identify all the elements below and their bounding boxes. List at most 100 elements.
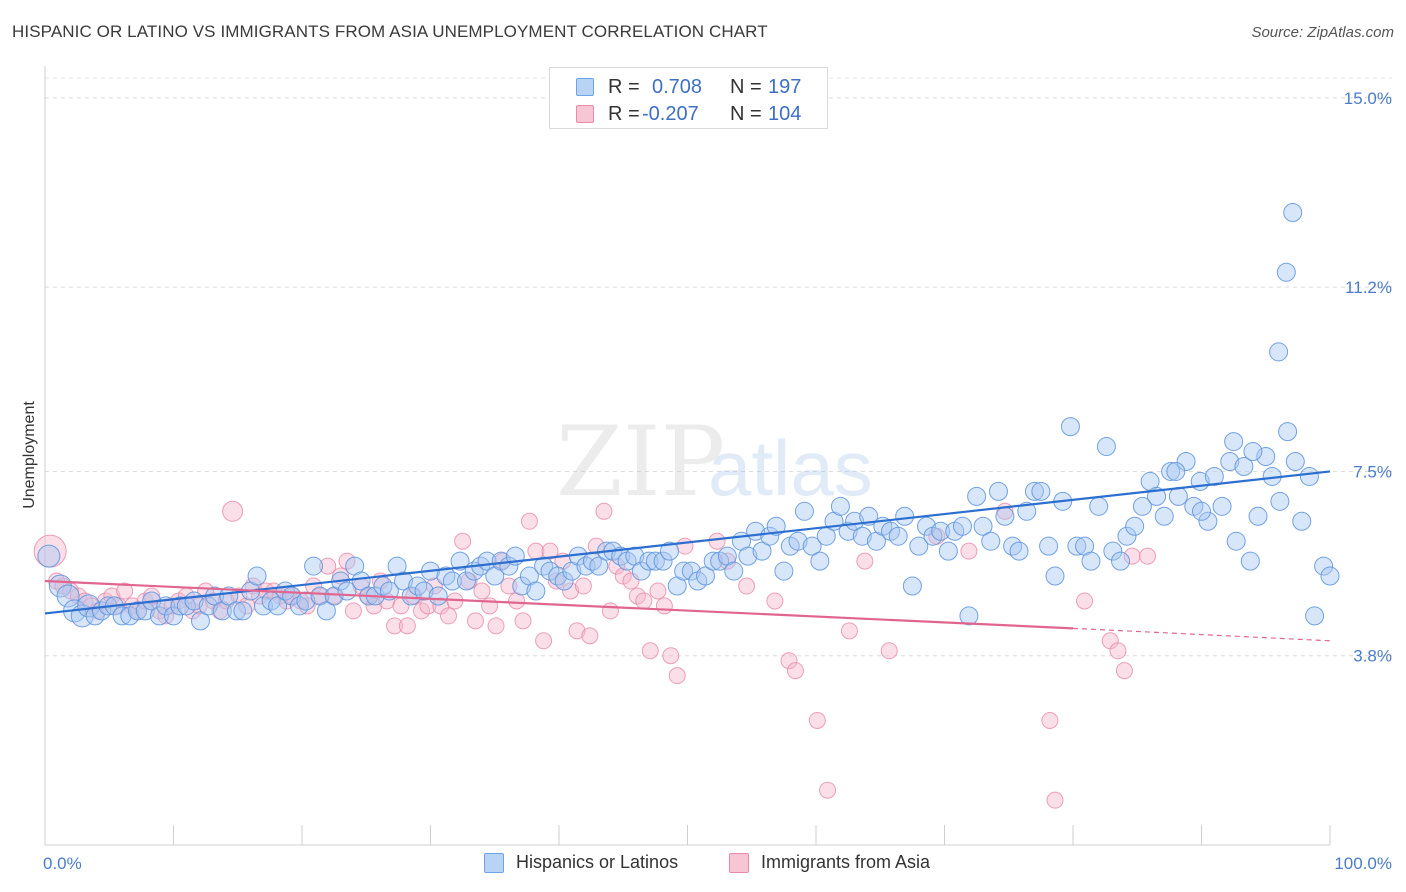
data-point-hispanics (428, 586, 448, 606)
data-point-hispanics (981, 531, 1001, 551)
data-point-hispanics (1039, 536, 1059, 556)
data-point-immigrants (527, 542, 545, 560)
data-point-hispanics (909, 536, 929, 556)
data-point-hispanics (1017, 501, 1037, 521)
data-point-immigrants (581, 627, 599, 645)
data-point-hispanics (589, 556, 609, 576)
data-point-hispanics (895, 506, 915, 526)
bottom-legend-swatch-hispanics (484, 853, 504, 873)
data-point-hispanics (695, 566, 715, 586)
data-point-hispanics (1269, 342, 1289, 362)
data-point-immigrants (405, 587, 423, 605)
data-point-hispanics (703, 551, 723, 571)
y-tick-label: 7.5% (1353, 462, 1392, 481)
data-point-immigrants (344, 602, 362, 620)
data-point-immigrants (398, 617, 416, 635)
legend-swatch-immigrants (576, 105, 594, 123)
data-point-hispanics (401, 586, 421, 606)
data-point-hispanics (1240, 551, 1260, 571)
data-point-hispanics (1125, 516, 1145, 536)
data-point-hispanics (859, 506, 879, 526)
data-point-immigrants (439, 607, 457, 625)
data-point-hispanics (766, 516, 786, 536)
data-point-hispanics (959, 606, 979, 626)
data-point-immigrants (662, 647, 680, 665)
trend-line-hispanics (44, 470, 1331, 615)
legend-r-value: 0.708 (652, 76, 703, 98)
data-point-hispanics (1278, 422, 1298, 442)
data-point-immigrants (655, 597, 673, 615)
data-point-hispanics (1212, 496, 1232, 516)
data-point-hispanics (774, 561, 794, 581)
data-point-hispanics (1270, 491, 1290, 511)
watermark: ZIP atlas (556, 406, 873, 518)
data-point-hispanics (631, 561, 651, 581)
legend-swatch-hispanics (576, 78, 594, 96)
data-point-immigrants (641, 642, 659, 660)
data-point-hispanics (660, 541, 680, 561)
data-point-immigrants (780, 652, 798, 670)
data-point-immigrants (319, 557, 337, 575)
data-point-immigrants (1046, 791, 1064, 809)
y-tick-label: 11.2% (1345, 278, 1392, 297)
data-point-hispanics (1009, 541, 1029, 561)
data-point-hispanics (1224, 432, 1244, 452)
data-point-hispanics (973, 516, 993, 536)
data-point-hispanics (1276, 262, 1296, 282)
legend-n-label: N = (730, 76, 762, 98)
data-point-immigrants (157, 607, 175, 625)
data-point-immigrants (514, 612, 532, 630)
data-point-hispanics (988, 481, 1008, 501)
data-point-hispanics (1256, 447, 1276, 467)
data-point-hispanics (351, 571, 371, 591)
data-point-hispanics (233, 601, 253, 621)
data-point-hispanics (526, 581, 546, 601)
data-point-immigrants (676, 537, 694, 555)
bottom-legend-label-hispanics: Hispanics or Latinos (516, 852, 679, 872)
data-point-hispanics (304, 556, 324, 576)
data-point-hispanics (548, 566, 568, 586)
x-tick-label-max: 100.0% (1334, 854, 1392, 873)
legend-n-value: 197 (768, 76, 802, 98)
data-point-hispanics (112, 606, 132, 626)
legend-r-label: R = (608, 76, 640, 98)
data-point-hispanics (1176, 452, 1196, 471)
data-point-hispanics (1154, 506, 1174, 526)
data-point-immigrants (738, 577, 756, 595)
y-axis-label: Unemployment (21, 401, 38, 509)
data-point-immigrants (365, 597, 383, 615)
data-point-hispanics (681, 561, 701, 581)
data-point-immigrants (819, 781, 837, 799)
data-point-immigrants (880, 642, 898, 660)
axes (44, 66, 1331, 846)
data-point-hispanics (838, 521, 858, 541)
data-point-hispanics (170, 596, 190, 616)
data-point-immigrants (808, 711, 826, 729)
data-point-hispanics (1226, 531, 1246, 551)
data-point-hispanics (56, 584, 80, 608)
data-point-immigrants (708, 532, 726, 550)
data-point-immigrants (574, 577, 592, 595)
data-point-hispanics (1299, 466, 1319, 486)
data-point-immigrants (568, 622, 586, 640)
data-point-hispanics (247, 566, 267, 586)
data-point-hispanics (1283, 202, 1303, 222)
data-point-hispanics (1103, 541, 1123, 561)
legend-n-label: N = (730, 103, 762, 125)
data-point-hispanics (1003, 536, 1023, 556)
data-point-immigrants (1123, 547, 1141, 565)
data-point-hispanics (1305, 606, 1325, 626)
bottom-legend-swatch-immigrants (729, 853, 749, 873)
data-point-hispanics (1060, 417, 1080, 437)
data-point-hispanics (1096, 437, 1116, 457)
data-point-hispanics (1089, 496, 1109, 516)
data-point-immigrants (856, 552, 874, 570)
legend-n-value: 104 (768, 103, 802, 125)
data-point-hispanics (952, 516, 972, 536)
trend-lines (44, 470, 1331, 642)
data-point-hispanics (752, 541, 772, 561)
data-point-hispanics (408, 576, 428, 596)
data-point-immigrants (535, 632, 553, 650)
data-point-hispanics (1067, 536, 1087, 556)
watermark-atlas: atlas (708, 424, 873, 512)
